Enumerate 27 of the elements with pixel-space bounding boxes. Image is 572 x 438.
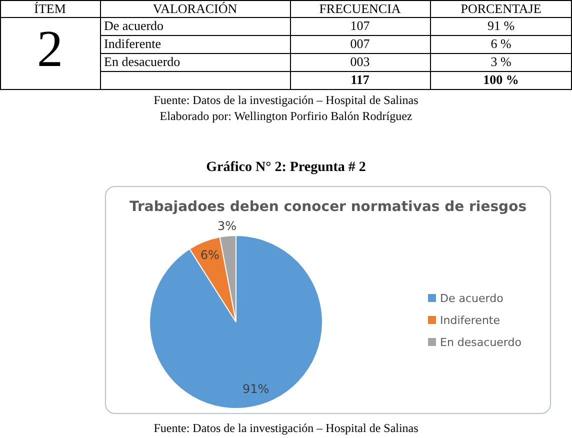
text: 003 xyxy=(350,54,370,70)
legend-label: Indiferente xyxy=(440,314,500,326)
text: 107 xyxy=(350,18,370,34)
text: PORCENTAJE xyxy=(460,1,542,17)
legend-label: De acuerdo xyxy=(440,292,504,304)
text: 2 xyxy=(37,20,63,80)
text: 117 xyxy=(350,72,370,88)
text: ÍTEM xyxy=(34,1,66,17)
chart-title: Trabajadoes deben conocer normativas de riesgos xyxy=(128,199,528,215)
legend-label: En desacuerdo xyxy=(440,336,522,348)
source-note: Fuente: Datos de la investigación – Hospital de Salinas xyxy=(154,420,418,436)
text: Elaborado por: Wellington Porfirio Balón Rodríguez xyxy=(160,108,412,124)
text: 6 % xyxy=(490,36,512,52)
text: 007 xyxy=(350,36,370,52)
data-label: 3% xyxy=(217,219,237,234)
text: Indiferente xyxy=(104,36,162,52)
text: FRECUENCIA xyxy=(319,1,401,17)
text: Gráfico N° 2: Pregunta # 2 xyxy=(206,160,366,176)
text: 91 % xyxy=(487,18,515,34)
text: De acuerdo xyxy=(104,18,164,34)
data-label: 91% xyxy=(242,382,270,396)
text: 100 % xyxy=(483,72,519,88)
text: VALORACIÓN xyxy=(152,1,238,17)
source-note: Fuente: Datos de la investigación – Hospital de Salinas xyxy=(154,92,418,108)
data-label: 6% xyxy=(200,248,220,262)
text: 3 % xyxy=(490,54,512,70)
text: En desacuerdo xyxy=(104,54,180,70)
